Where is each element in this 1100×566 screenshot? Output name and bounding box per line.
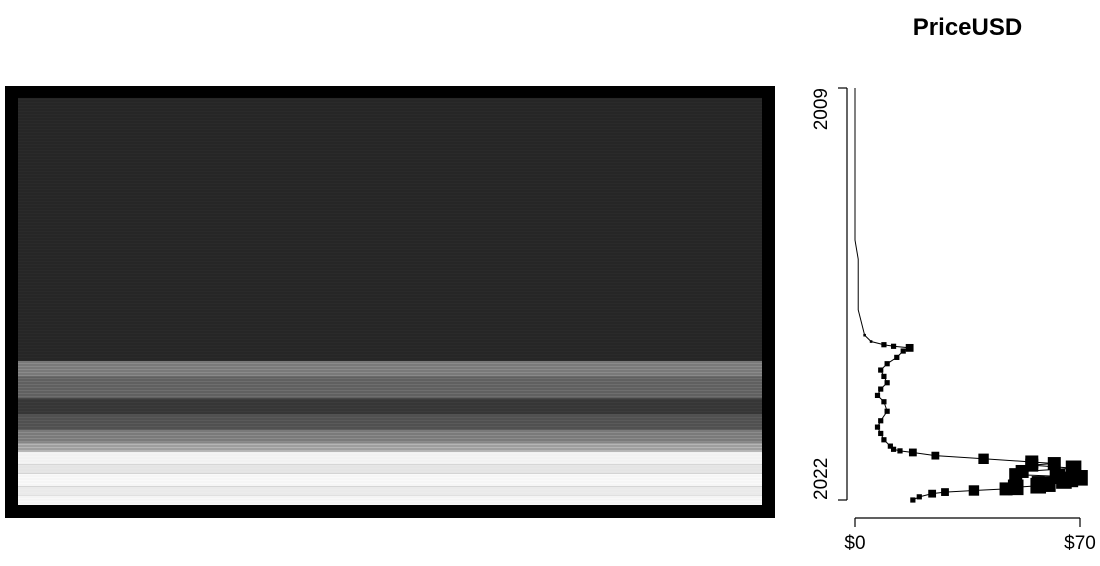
data-point [890,343,897,349]
data-point [894,354,900,360]
heatmap-band [18,442,762,452]
data-point [878,367,884,373]
data-point [1047,457,1061,471]
data-point [869,340,873,343]
heatmap-band [18,495,762,505]
data-point [881,373,887,379]
heatmap-band [18,98,762,361]
data-point [941,488,949,496]
data-point [890,446,897,452]
data-point [863,333,866,337]
data-point [1030,477,1047,494]
chart-title: PriceUSD [912,14,1023,41]
data-point [881,399,887,405]
data-point [931,451,940,460]
data-point [878,418,884,424]
data-point [884,380,890,386]
data-point [887,443,893,449]
series-line [854,88,1081,501]
heatmap-band [18,464,762,474]
data-point [928,489,937,498]
data-point [905,343,914,352]
data-point [910,497,916,503]
x-tick-label: $70 [1064,533,1096,554]
heatmap-band [18,429,762,443]
data-point [881,437,887,443]
data-point [874,392,881,399]
y-tick-label: 2022 [811,458,832,500]
data-point [881,342,887,348]
data-point [978,453,989,464]
y-tick-label: 2009 [811,88,832,130]
heatmap-band [18,376,762,399]
data-point [999,482,1013,496]
price-profile-panel: 2009 2022 $0 $70 [811,87,1096,554]
data-point [878,386,884,392]
data-point [897,448,903,454]
data-point [900,348,906,354]
data-point [908,448,917,457]
x-tick-label: $0 [844,533,865,554]
data-point [968,485,980,496]
data-point [884,408,890,414]
data-point [1056,473,1072,489]
heatmap-panel [5,86,775,518]
data-point [916,494,922,500]
data-point [878,430,884,437]
data-point [874,424,881,430]
data-point [1009,468,1023,482]
data-point [884,361,890,367]
heatmap-band [18,473,762,487]
